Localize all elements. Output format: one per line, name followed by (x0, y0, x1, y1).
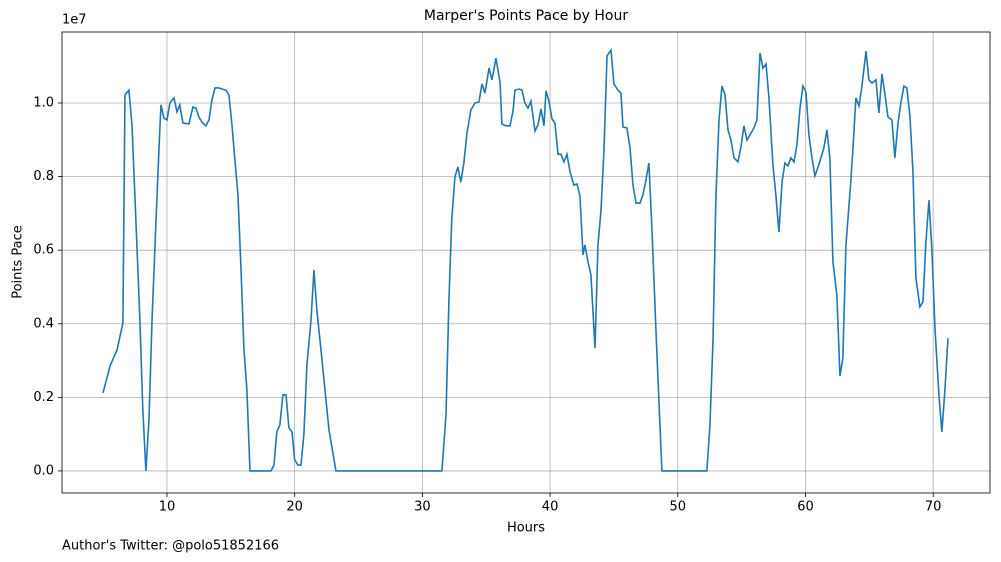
y-tick-label: 0.6 (33, 243, 54, 258)
x-tick-label: 50 (669, 500, 686, 515)
y-offset-label: 1e7 (62, 13, 87, 28)
y-tick-label: 0.0 (33, 463, 54, 478)
footer: Author's Twitter: @polo51852166 (62, 539, 279, 554)
x-tick-label: 30 (414, 500, 431, 515)
x-tick-label: 40 (542, 500, 559, 515)
x-tick-label: 70 (925, 500, 942, 515)
y-tick-label: 0.2 (33, 390, 54, 405)
x-tick-label: 20 (286, 500, 303, 515)
y-tick-label: 0.4 (33, 316, 54, 331)
x-tick-label: 60 (797, 500, 814, 515)
x-axis-label: Hours (507, 521, 545, 536)
plot-frame (61, 31, 991, 494)
y-tick-label: 1.0 (33, 96, 54, 111)
chart-title: Marper's Points Pace by Hour (424, 8, 629, 24)
data-line (102, 47, 949, 472)
x-tick-label: 10 (159, 500, 176, 515)
y-axis-label: Points Pace (11, 225, 26, 299)
y-tick-label: 0.8 (33, 169, 54, 184)
